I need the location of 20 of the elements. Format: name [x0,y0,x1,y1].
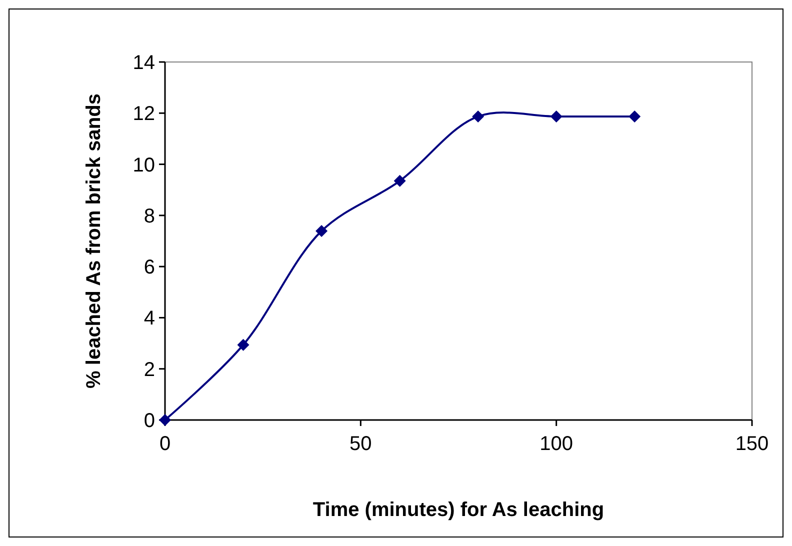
x-tick-label: 50 [350,433,372,455]
y-tick-label: 8 [144,205,155,228]
point [628,110,641,122]
x-tick-label: 0 [159,433,171,455]
point [550,110,562,122]
y-tick-label: 6 [144,256,155,279]
y-tick-label: 12 [132,103,155,126]
x-tick-label: 150 [735,433,769,455]
x-tick-label: 100 [540,433,574,455]
y-axis-title: % leached As from brick sands [83,94,105,388]
point [472,110,484,122]
y-tick-label: 4 [144,308,155,330]
point [237,338,250,351]
point [394,174,406,187]
y-tick-label: 0 [144,410,155,432]
x-axis-title: Time (minutes) for As leaching [312,499,604,521]
y-tick-label: 2 [144,358,155,381]
y-tick-label: 14 [132,52,155,74]
y-tick-label: 10 [132,154,155,176]
point [316,225,328,238]
